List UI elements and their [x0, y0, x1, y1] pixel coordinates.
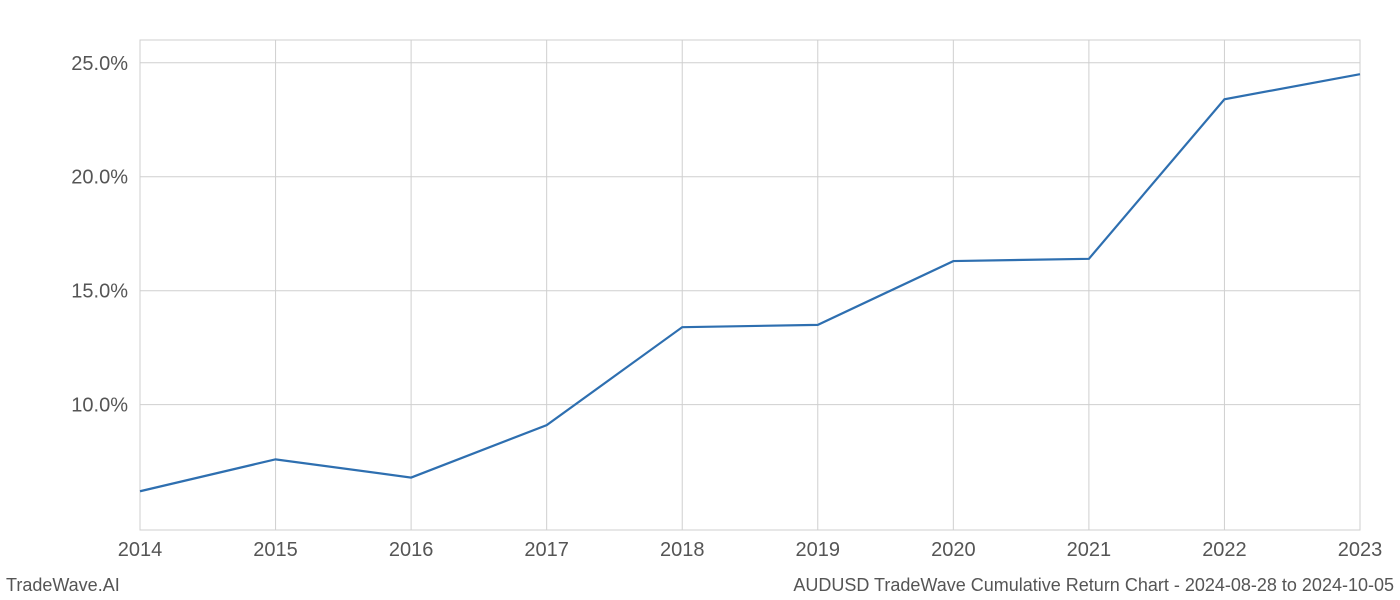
y-tick-label: 15.0%	[71, 281, 128, 303]
line-chart: 10.0% 15.0% 20.0% 25.0% 2014 2015 2016 2017 2018…	[0, 0, 1400, 600]
x-tick-label: 2020	[931, 539, 976, 561]
y-tick-label: 25.0%	[71, 53, 128, 75]
x-tick-label: 2022	[1202, 539, 1247, 561]
x-tick-label: 2015	[253, 539, 298, 561]
x-tick-label: 2018	[660, 539, 705, 561]
footer-caption: AUDUSD TradeWave Cumulative Return Chart…	[793, 575, 1394, 596]
x-tick-label: 2021	[1067, 539, 1112, 561]
series-line	[140, 74, 1360, 491]
x-tick-label: 2023	[1338, 539, 1383, 561]
y-tick-label: 10.0%	[71, 395, 128, 417]
y-tick-label: 20.0%	[71, 167, 128, 189]
chart-container: 10.0% 15.0% 20.0% 25.0% 2014 2015 2016 2017 2018…	[0, 0, 1400, 600]
footer-brand: TradeWave.AI	[6, 575, 120, 596]
x-tick-label: 2017	[524, 539, 569, 561]
plot-border	[140, 40, 1360, 530]
x-tick-label: 2016	[389, 539, 434, 561]
x-tick-label: 2014	[118, 539, 163, 561]
x-tick-label: 2019	[796, 539, 841, 561]
